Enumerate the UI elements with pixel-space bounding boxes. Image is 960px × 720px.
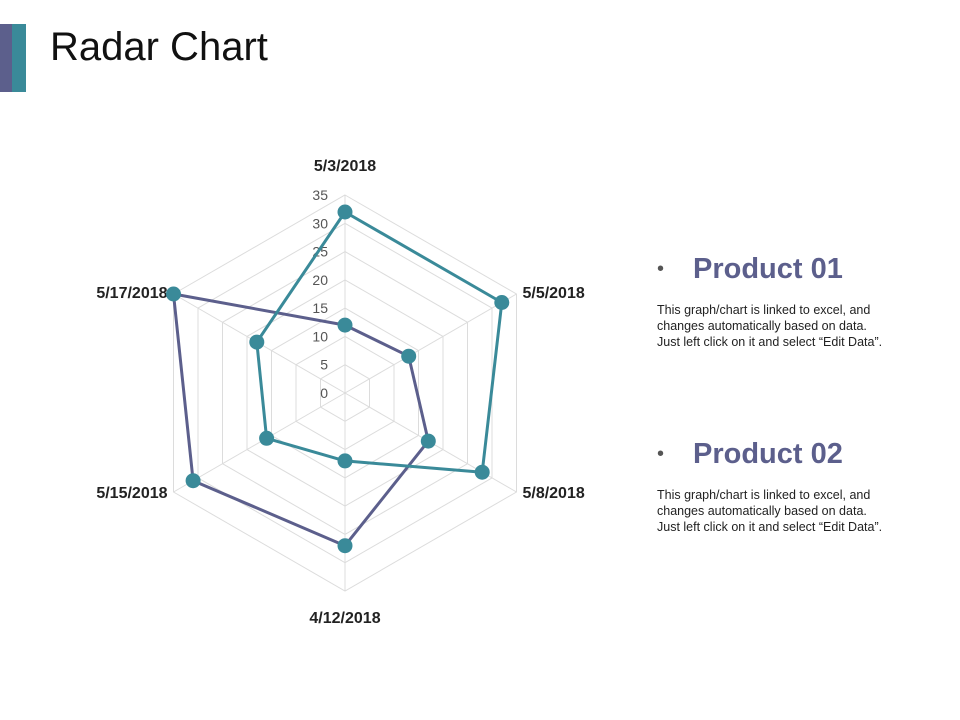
legend-desc-line: Just left click on it and select “Edit D… — [657, 335, 883, 349]
category-label: 5/3/2018 — [314, 158, 376, 175]
legend-description: This graph/chart is linked to excel, and… — [657, 487, 957, 535]
category-label: 5/17/2018 — [96, 285, 167, 302]
radial-tick-label: 5 — [320, 357, 328, 373]
category-label: 5/5/2018 — [522, 285, 584, 302]
data-point — [185, 473, 201, 489]
data-point — [337, 453, 353, 469]
legend-desc-line: changes automatically based on data. — [657, 504, 867, 518]
legend-title: Product 01 — [693, 253, 843, 285]
accent-bar-secondary — [12, 24, 26, 92]
legend-desc-line: This graph/chart is linked to excel, and — [657, 488, 871, 502]
legend-title: Product 02 — [693, 438, 843, 470]
legend-product-02: • Product 02 This graph/chart is linked … — [657, 437, 957, 535]
data-point — [249, 334, 265, 350]
legend-description: This graph/chart is linked to excel, and… — [657, 302, 957, 350]
category-label: 4/12/2018 — [309, 610, 380, 627]
data-point — [474, 464, 490, 480]
accent-bar — [0, 24, 12, 92]
legend-desc-line: This graph/chart is linked to excel, and — [657, 303, 871, 317]
radial-tick-label: 30 — [312, 215, 328, 231]
data-point — [337, 538, 353, 554]
page-title: Radar Chart — [50, 25, 268, 69]
category-label: 5/15/2018 — [96, 485, 167, 502]
data-point — [259, 430, 275, 446]
radial-tick-label: 15 — [312, 300, 328, 316]
legend-desc-line: Just left click on it and select “Edit D… — [657, 520, 883, 534]
radial-tick-label: 10 — [312, 328, 328, 344]
data-point — [494, 295, 510, 310]
data-point — [420, 433, 436, 449]
grid-spoke — [173, 392, 346, 493]
data-point — [166, 286, 181, 302]
data-point — [337, 317, 353, 333]
radial-tick-label: 0 — [320, 385, 328, 401]
grid-spoke — [344, 293, 517, 394]
legend-desc-line: changes automatically based on data. — [657, 319, 867, 333]
radial-tick-label: 35 — [312, 187, 328, 203]
bullet-icon: • — [657, 258, 665, 280]
legend-product-01: • Product 01 This graph/chart is linked … — [657, 252, 957, 350]
category-label: 5/8/2018 — [522, 485, 584, 502]
radial-tick-label: 20 — [312, 272, 328, 288]
bullet-icon: • — [657, 443, 665, 465]
data-point — [401, 348, 417, 364]
data-point — [337, 204, 353, 220]
